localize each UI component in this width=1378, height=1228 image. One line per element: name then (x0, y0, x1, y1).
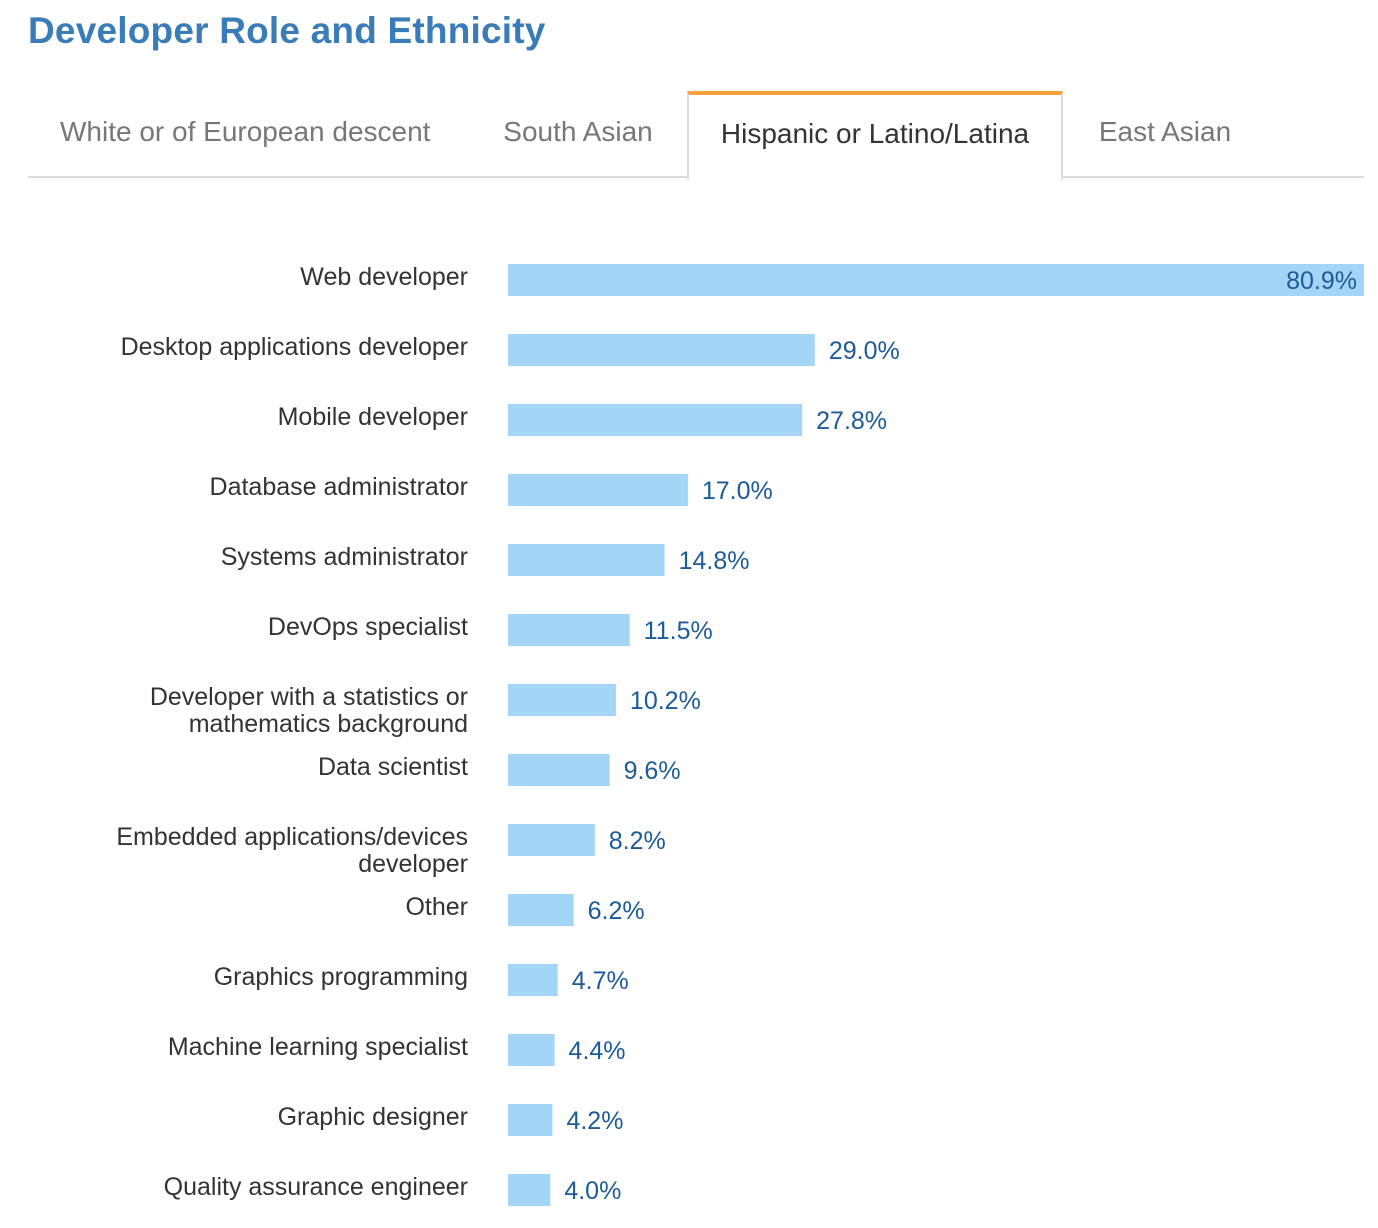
value-label-13: 4.0% (564, 1177, 621, 1205)
category-label-10: Graphics programming (214, 963, 468, 991)
value-label-7: 9.6% (624, 757, 681, 785)
category-label-5: DevOps specialist (268, 613, 468, 641)
value-label-0: 80.9% (1286, 267, 1357, 295)
category-label-3: Database administrator (210, 473, 468, 501)
category-label-9: Other (405, 893, 468, 921)
bar-chart: Web developer 80.9% Desktop applications d… (116, 263, 1364, 1206)
bar-6[interactable] (508, 684, 616, 716)
category-label-6: Developer with a statistics or mathematic… (150, 683, 468, 738)
bar-11[interactable] (508, 1034, 555, 1066)
value-label-12: 4.2% (566, 1107, 623, 1135)
category-label-1: Desktop applications developer (121, 333, 468, 361)
bar-4[interactable] (508, 544, 665, 576)
bar-13[interactable] (508, 1174, 551, 1206)
bar-10[interactable] (508, 964, 558, 996)
value-label-1: 29.0% (829, 337, 900, 365)
value-label-5: 11.5% (644, 617, 713, 645)
bar-3[interactable] (508, 474, 688, 506)
value-label-10: 4.7% (572, 967, 629, 995)
category-label-0: Web developer (300, 263, 468, 291)
value-label-2: 27.8% (816, 407, 887, 435)
value-label-6: 10.2% (630, 687, 701, 715)
tab-east-asian[interactable]: East Asian (1098, 116, 1232, 147)
tab-white-european[interactable]: White or of European descent (60, 116, 431, 147)
value-label-11: 4.4% (569, 1037, 626, 1065)
category-label-12: Graphic designer (278, 1103, 468, 1131)
bar-5[interactable] (508, 614, 630, 646)
value-label-4: 14.8% (679, 547, 750, 575)
chart-title: Developer Role and Ethnicity (28, 10, 546, 51)
tab-hispanic-latino[interactable]: Hispanic or Latino/Latina (687, 91, 1063, 180)
value-label-9: 6.2% (588, 897, 645, 925)
bar-9[interactable] (508, 894, 574, 926)
bar-1[interactable] (508, 334, 815, 366)
category-label-7: Data scientist (318, 753, 468, 781)
category-label-11: Machine learning specialist (168, 1033, 468, 1061)
bar-7[interactable] (508, 754, 610, 786)
value-label-8: 8.2% (609, 827, 666, 855)
category-label-13: Quality assurance engineer (164, 1173, 468, 1201)
bar-0[interactable] (508, 264, 1364, 296)
category-label-2: Mobile developer (278, 403, 468, 431)
bar-8[interactable] (508, 824, 595, 856)
category-label-8: Embedded applications/devices developer (116, 823, 468, 878)
tab-south-asian[interactable]: South Asian (503, 116, 653, 147)
category-label-4: Systems administrator (221, 543, 468, 571)
bar-12[interactable] (508, 1104, 553, 1136)
ethnicity-tabs: White or of European descent South Asian… (28, 91, 1364, 180)
value-label-3: 17.0% (702, 477, 773, 505)
bar-2[interactable] (508, 404, 803, 436)
